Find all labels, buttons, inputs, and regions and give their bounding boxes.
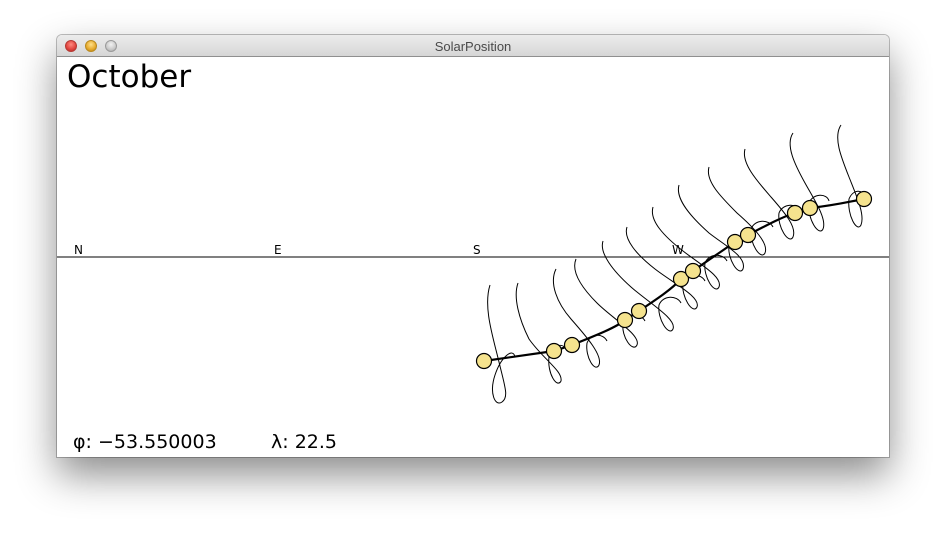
sun-path-plot: [57, 124, 889, 404]
latitude-label: φ:: [73, 431, 92, 453]
sun-position-marker: [855, 190, 873, 208]
sun-position-marker: [475, 352, 493, 370]
sun-position-marker: [616, 311, 634, 329]
month-label: October: [67, 59, 192, 95]
analemma-loop: [743, 148, 802, 240]
latitude-readout: φ: −53.550003: [73, 431, 217, 453]
app-window: SolarPosition October: [57, 35, 889, 457]
longitude-label: λ:: [271, 431, 289, 453]
sun-position-marker: [630, 302, 648, 320]
compass-south-label: S: [473, 243, 481, 257]
analemma-loop: [677, 184, 752, 272]
analemma-loop: [707, 166, 774, 256]
analemma-loop: [574, 258, 646, 348]
analemma-loop: [651, 206, 728, 290]
analemma-loop: [515, 282, 568, 384]
longitude-readout: λ: 22.5: [271, 431, 337, 453]
window-title: SolarPosition: [434, 39, 512, 54]
longitude-value: 22.5: [294, 431, 338, 453]
analemma-loops: [487, 124, 866, 404]
sun-markers: [475, 190, 873, 370]
sun-position-marker: [672, 270, 690, 288]
analemma-loop: [487, 284, 516, 404]
compass-north-label: N: [74, 243, 83, 257]
sun-position-marker: [726, 233, 744, 251]
compass-east-label: E: [274, 243, 282, 257]
zoom-window-button[interactable]: [105, 40, 117, 52]
close-window-button[interactable]: [65, 40, 77, 52]
sun-position-marker: [739, 226, 757, 244]
title-bar[interactable]: SolarPosition: [57, 35, 889, 57]
analemma-loop: [789, 132, 830, 232]
compass-west-label: W: [672, 243, 684, 257]
minimize-window-button[interactable]: [85, 40, 97, 52]
analemma-loop: [837, 124, 866, 228]
sun-position-marker: [801, 199, 819, 217]
solar-canvas[interactable]: October: [57, 57, 889, 457]
analemma-loop: [601, 240, 682, 332]
latitude-value: −53.550003: [97, 431, 217, 453]
sun-position-marker: [545, 342, 563, 360]
sun-position-marker: [786, 204, 804, 222]
sun-position-marker: [684, 262, 702, 280]
sun-position-marker: [563, 336, 581, 354]
